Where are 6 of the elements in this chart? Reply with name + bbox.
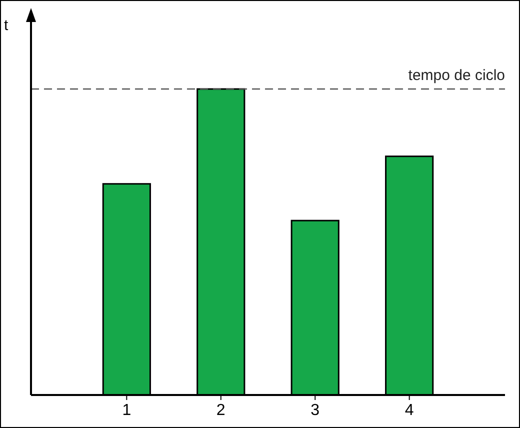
x-tick-label: 2 [216,402,226,419]
ref-line-label: tempo de ciclo [408,67,505,84]
x-tick-label: 1 [122,402,132,419]
x-tick-label: 3 [310,402,320,419]
y-axis-title: t [4,17,9,34]
x-tick-label: 4 [404,402,414,419]
